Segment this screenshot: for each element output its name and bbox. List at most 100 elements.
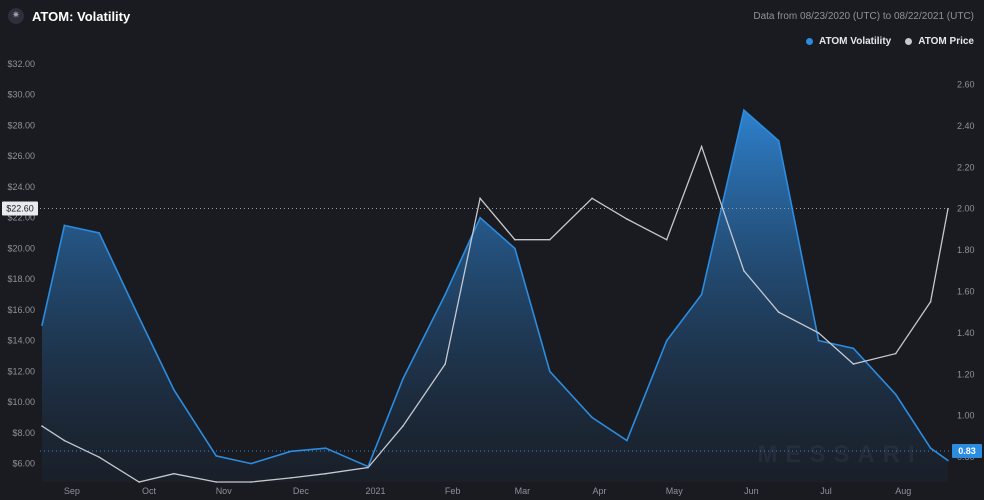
volatility-point: [548, 370, 551, 373]
volatility-point: [777, 140, 780, 142]
price-point: [777, 311, 780, 314]
x-tick-label: Mar: [515, 486, 531, 496]
volatility-area: [42, 110, 948, 482]
volatility-point: [444, 293, 447, 296]
volatility-point: [479, 216, 481, 219]
volatility-point: [591, 416, 593, 419]
price-line: [41, 144, 949, 483]
price-point: [626, 218, 628, 220]
price-point: [324, 472, 327, 475]
volatility-point: [852, 347, 855, 350]
price-point: [250, 481, 252, 483]
price-point: [290, 477, 292, 479]
price-point: [402, 425, 404, 427]
date-range-text: Data from 08/23/2020 (UTC) to 08/22/2021…: [753, 11, 974, 22]
price-point: [479, 197, 481, 200]
price-point: [591, 197, 593, 200]
y-left-tick-label: $20.00: [7, 243, 35, 253]
volatility-point: [743, 109, 745, 111]
price-point: [894, 352, 897, 355]
price-point: [743, 269, 745, 272]
volatility-point: [514, 247, 516, 250]
right-marker-box: [952, 443, 982, 458]
y-left-tick-label: $30.00: [7, 90, 35, 100]
volatility-point: [700, 293, 703, 296]
x-tick-label: May: [666, 486, 684, 496]
legend-item-price[interactable]: ATOM Price: [905, 36, 974, 47]
y-left-tick-label: $18.00: [7, 274, 35, 284]
volatility-line: [41, 108, 949, 468]
y-right-tick-label: 1.40: [957, 328, 975, 338]
y-right-tick-label: 1.80: [957, 245, 975, 255]
price-point: [514, 238, 516, 241]
x-tick-label: Nov: [216, 486, 233, 496]
volatility-point: [41, 324, 43, 327]
price-point: [367, 466, 369, 469]
legend-label-price: ATOM Price: [918, 36, 974, 47]
right-marker-label: 0.83: [958, 446, 976, 456]
y-left-tick-label: $16.00: [7, 305, 35, 315]
volatility-point: [290, 450, 292, 453]
volatility-point: [98, 232, 101, 234]
volatility-point: [138, 316, 140, 319]
chart-header: ✷ ATOM: Volatility Data from 08/23/2020 …: [0, 0, 984, 34]
volatility-point: [665, 339, 668, 342]
y-right-tick-label: 2.00: [957, 204, 975, 214]
y-left-tick-label: $6.00: [12, 459, 35, 469]
x-tick-label: Jul: [820, 486, 832, 496]
x-tick-label: 2021: [366, 486, 386, 496]
price-point: [41, 425, 43, 427]
volatility-point: [402, 378, 404, 380]
volatility-point: [929, 447, 932, 449]
y-right-tick-label: 1.60: [957, 286, 975, 296]
volatility-point: [215, 455, 218, 457]
x-tick-label: Aug: [895, 486, 911, 496]
y-left-tick-label: $32.00: [7, 59, 35, 69]
legend-dot-volatility: [806, 38, 813, 45]
y-right-tick-label: 1.20: [957, 369, 975, 379]
price-point: [852, 363, 855, 365]
legend-label-volatility: ATOM Volatility: [819, 36, 892, 47]
price-point: [817, 332, 820, 334]
price-point: [138, 481, 140, 483]
y-left-tick-label: $26.00: [7, 151, 35, 161]
y-left-tick-label: $22.00: [7, 213, 35, 223]
volatility-point: [250, 462, 252, 465]
chart-title: ATOM: Volatility: [32, 9, 131, 24]
volatility-point: [626, 439, 628, 442]
y-left-tick-label: $12.00: [7, 366, 35, 376]
y-left-tick-label: $14.00: [7, 336, 35, 346]
y-left-tick-label: $28.00: [7, 120, 35, 130]
x-tick-label: Sep: [64, 486, 80, 496]
x-tick-label: Jun: [744, 486, 759, 496]
y-right-tick-label: 2.40: [957, 121, 975, 131]
price-point: [173, 472, 175, 475]
volatility-point: [324, 447, 327, 449]
volatility-point: [63, 224, 66, 227]
volatility-point: [173, 388, 175, 391]
x-tick-label: Oct: [142, 486, 157, 496]
legend-dot-price: [905, 38, 913, 45]
x-tick-label: Feb: [445, 486, 461, 496]
y-left-tick-label: $10.00: [7, 397, 35, 407]
price-point: [548, 238, 551, 241]
y-right-tick-label: 2.60: [957, 79, 975, 89]
price-point: [98, 456, 101, 458]
volatility-point: [894, 393, 897, 396]
volatility-point: [817, 339, 820, 342]
price-point: [444, 363, 447, 365]
atom-logo-icon: ✷: [8, 8, 24, 24]
x-tick-label: Apr: [593, 486, 607, 496]
chart-legend: ATOM Volatility ATOM Price: [806, 36, 974, 47]
legend-item-volatility[interactable]: ATOM Volatility: [806, 36, 891, 47]
y-right-tick-label: 2.20: [957, 162, 975, 172]
price-point: [215, 481, 218, 483]
volatility-point: [947, 459, 949, 462]
y-left-tick-label: $8.00: [12, 428, 35, 438]
left-marker-box: [2, 201, 38, 216]
y-right-tick-label: 1.00: [957, 411, 975, 421]
price-point: [929, 301, 932, 303]
y-left-tick-label: $24.00: [7, 182, 35, 192]
price-point: [63, 439, 66, 442]
